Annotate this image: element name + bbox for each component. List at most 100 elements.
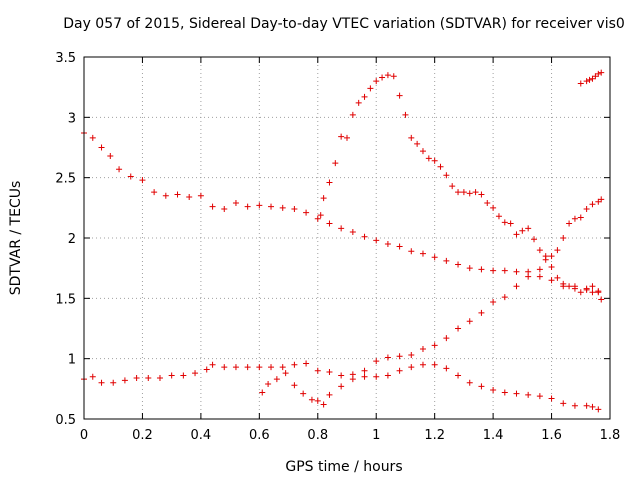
series-satellite-D-low [259, 361, 602, 413]
data-point [484, 200, 491, 207]
data-point [408, 352, 415, 359]
data-point [560, 283, 567, 290]
data-point [595, 70, 602, 77]
data-point [121, 377, 128, 384]
data-point [244, 364, 251, 371]
data-point [338, 133, 345, 140]
data-point [490, 298, 497, 305]
data-point [571, 402, 578, 409]
data-point [513, 231, 520, 238]
data-point [490, 204, 497, 211]
x-tick-label: 0.6 [249, 428, 270, 443]
data-point [472, 189, 479, 196]
data-point [384, 372, 391, 379]
data-point [443, 172, 450, 179]
x-tick-label: 1.6 [541, 428, 562, 443]
data-point [443, 335, 450, 342]
x-axis-label: GPS time / hours [285, 459, 402, 475]
data-point [577, 289, 584, 296]
data-point [495, 213, 502, 220]
data-point [419, 148, 426, 155]
data-point [536, 266, 543, 273]
series-satellite-B-peak [317, 72, 605, 303]
data-point [548, 277, 555, 284]
data-point [373, 358, 380, 365]
data-point [268, 203, 275, 210]
y-tick-label: 1 [68, 353, 76, 368]
data-point [384, 241, 391, 248]
data-point [419, 250, 426, 257]
data-point [566, 220, 573, 227]
x-tick-label: 1.8 [600, 428, 621, 443]
data-point [583, 78, 590, 85]
data-point [139, 177, 146, 184]
data-point [180, 372, 187, 379]
data-point [355, 99, 362, 106]
data-point [583, 402, 590, 409]
data-point [431, 157, 438, 164]
data-point [548, 253, 555, 260]
data-point [282, 370, 289, 377]
y-tick-label: 2 [68, 232, 76, 247]
data-point [367, 85, 374, 92]
data-point [513, 390, 520, 397]
grid [84, 57, 610, 419]
data-point [314, 367, 321, 374]
data-point [478, 383, 485, 390]
series-satellite-C-rising [81, 196, 605, 386]
data-point [431, 254, 438, 261]
data-point [501, 389, 508, 396]
data-point [232, 364, 239, 371]
data-point [466, 318, 473, 325]
data-point [443, 257, 450, 264]
data-point [595, 289, 602, 296]
data-point [478, 266, 485, 273]
data-point [244, 203, 251, 210]
y-tick-label: 1.5 [55, 292, 76, 307]
data-point [156, 374, 163, 381]
data-point [460, 189, 467, 196]
data-point [583, 286, 590, 293]
data-point [431, 361, 438, 368]
data-point [586, 76, 593, 83]
data-point [396, 353, 403, 360]
data-point [414, 140, 421, 147]
data-point [338, 225, 345, 232]
data-point [221, 364, 228, 371]
plot-frame [83, 56, 611, 420]
axis-ticks: 0 0.2 0.4 0.6 0.8 1 1.2 1.4 1.6 1.8 0.5 1 1.5 2 2.5 3 3.… [55, 51, 620, 443]
data-point [455, 325, 462, 332]
data-point [548, 263, 555, 270]
data-point [98, 379, 105, 386]
data-point [408, 134, 415, 141]
data-point [186, 193, 193, 200]
data-point [425, 155, 432, 162]
data-point [595, 406, 602, 413]
data-point [279, 364, 286, 371]
data-point [361, 373, 368, 380]
data-point [232, 200, 239, 207]
data-point [525, 391, 532, 398]
data-point [525, 225, 532, 232]
data-point [279, 204, 286, 211]
data-point [98, 144, 105, 151]
data-point [320, 401, 327, 408]
data-point [501, 267, 508, 274]
data-point [133, 374, 140, 381]
data-point [455, 372, 462, 379]
data-points [81, 69, 605, 413]
data-point [490, 267, 497, 274]
data-point [291, 382, 298, 389]
data-point [390, 73, 397, 80]
data-point [256, 364, 263, 371]
data-point [598, 296, 605, 303]
data-point [151, 189, 158, 196]
data-point [314, 215, 321, 222]
x-tick-label: 0 [80, 428, 88, 443]
data-point [300, 390, 307, 397]
y-axis-label: SDTVAR / TECUs [8, 181, 24, 296]
data-point [127, 173, 134, 180]
data-point [317, 212, 324, 219]
data-point [221, 206, 228, 213]
